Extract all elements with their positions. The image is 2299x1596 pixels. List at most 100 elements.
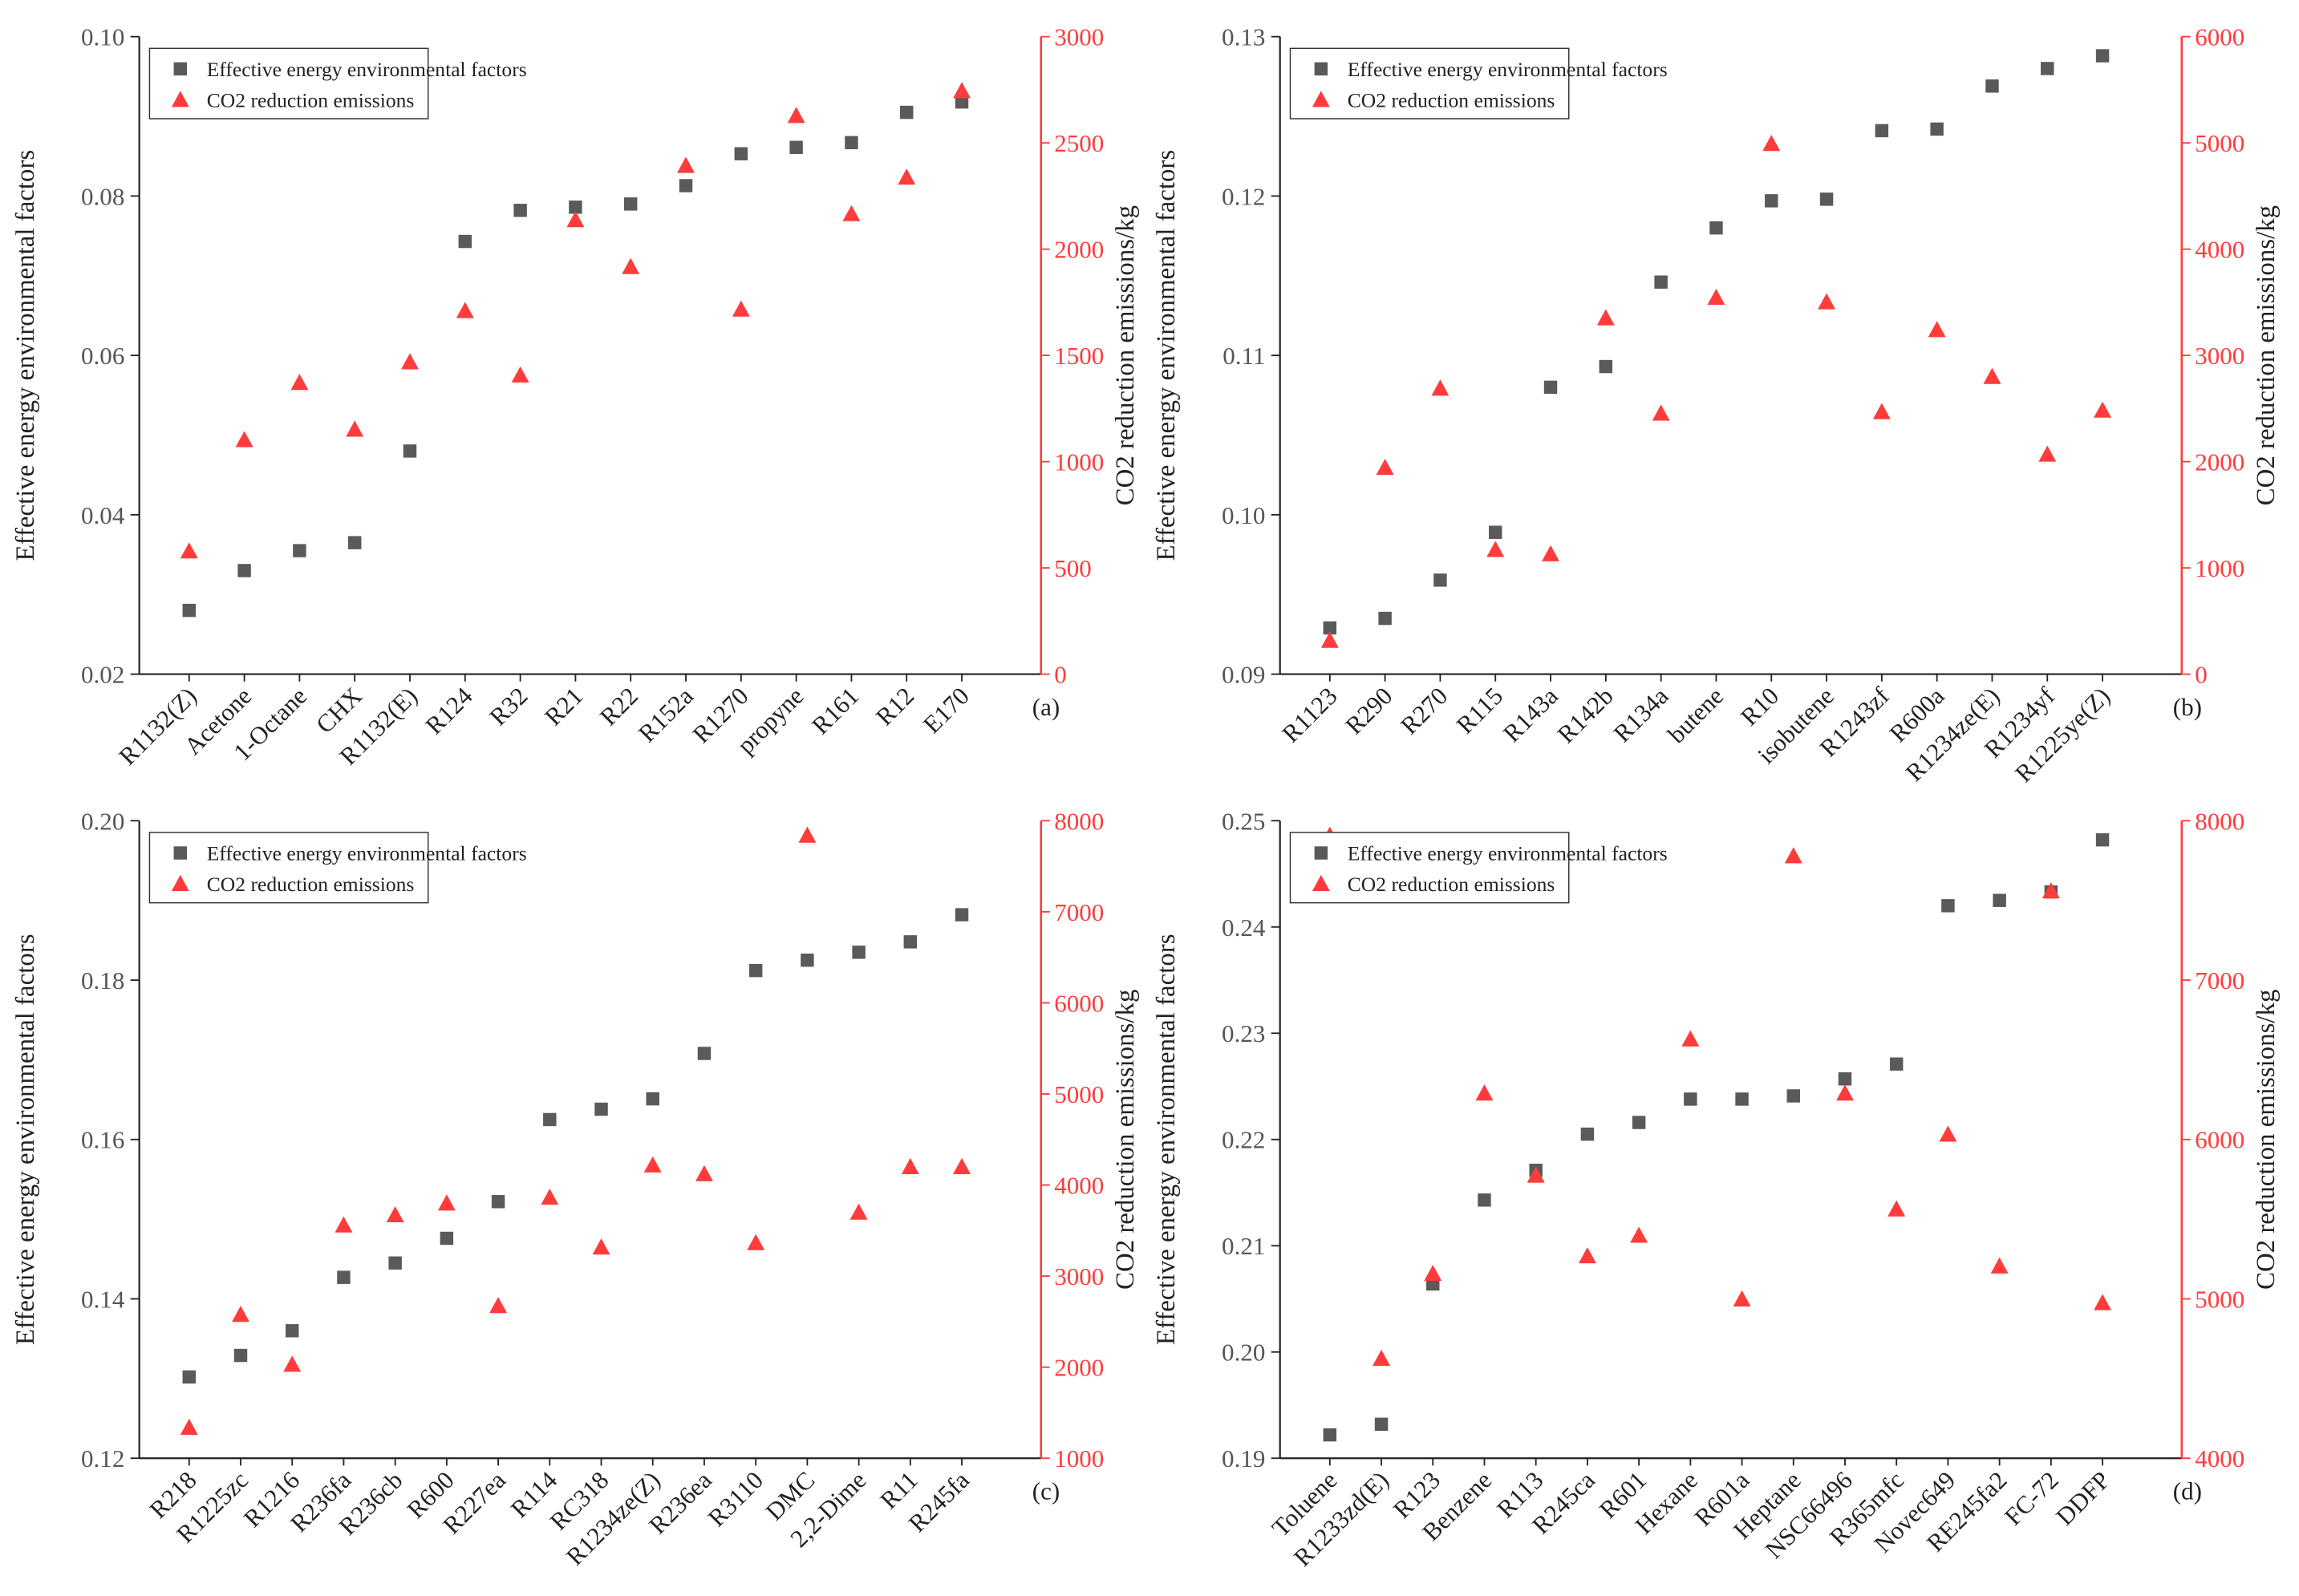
y2-tick-label: 8000 <box>1054 807 1104 835</box>
legend-label: CO2 reduction emissions <box>1348 88 1555 111</box>
y2-tick-label: 3000 <box>1054 1262 1104 1290</box>
y2-tick-label: 2000 <box>1054 236 1104 264</box>
x-tick-label: FC-72 <box>1999 1466 2064 1531</box>
y2-tick-label: 6000 <box>1054 989 1104 1017</box>
triangle-marker <box>456 302 474 318</box>
square-marker <box>1323 621 1337 635</box>
square-marker <box>1889 1057 1904 1071</box>
square-marker <box>1314 846 1328 860</box>
y2-tick-label: 1000 <box>1054 448 1104 476</box>
y2-tick-label: 1000 <box>2195 554 2244 582</box>
y2-tick-label: 5000 <box>2195 1285 2244 1313</box>
triangle-marker <box>1596 309 1615 326</box>
triangle-marker <box>1527 1166 1545 1183</box>
triangle-marker <box>401 353 419 370</box>
square-marker <box>1632 1116 1646 1129</box>
triangle-marker <box>2042 881 2060 899</box>
square-marker <box>955 908 969 922</box>
y-tick-label: 0.04 <box>81 501 125 529</box>
y2-tick-label: 4000 <box>2195 1444 2244 1472</box>
square-marker <box>594 1102 608 1116</box>
square-marker <box>1684 1092 1697 1106</box>
x-tick-label: R32 <box>484 682 533 731</box>
square-marker <box>347 536 362 549</box>
square-marker <box>1323 1428 1337 1442</box>
legend-label: CO2 reduction emissions <box>207 88 415 111</box>
square-marker <box>1875 124 1889 138</box>
square-marker <box>182 603 197 618</box>
triangle-marker <box>180 1418 198 1435</box>
triangle-marker <box>1939 1125 1957 1142</box>
triangle-marker <box>1431 379 1450 396</box>
square-marker <box>513 204 527 217</box>
square-marker <box>388 1256 402 1270</box>
triangle-marker <box>1836 1084 1854 1101</box>
triangle-marker <box>842 205 861 221</box>
triangle-marker <box>787 107 805 124</box>
y2-tick-label: 500 <box>1054 554 1092 582</box>
square-marker <box>491 1195 505 1209</box>
square-marker <box>2095 49 2110 63</box>
legend-label: CO2 reduction emissions <box>1348 873 1555 896</box>
y2-tick-label: 6000 <box>2195 23 2244 51</box>
square-marker <box>789 140 803 155</box>
panel-label: (b) <box>2173 693 2202 721</box>
triangle-marker <box>592 1238 610 1255</box>
y-axis-title: Effective energy environmental factors <box>1152 150 1181 561</box>
y-tick-label: 0.20 <box>81 807 124 835</box>
y2-tick-label: 5000 <box>1054 1080 1104 1108</box>
triangle-marker <box>232 1306 249 1323</box>
square-marker <box>1543 380 1558 395</box>
square-marker <box>1993 893 2006 907</box>
triangle-marker <box>732 300 750 317</box>
triangle-marker <box>346 420 364 437</box>
square-marker <box>569 201 582 214</box>
square-marker <box>1654 275 1668 289</box>
y-tick-label: 0.20 <box>1222 1339 1265 1367</box>
square-marker <box>1838 1072 1852 1086</box>
square-marker <box>2041 62 2054 75</box>
y-tick-label: 0.14 <box>81 1285 125 1313</box>
square-marker <box>623 197 638 211</box>
y-tick-label: 0.08 <box>81 182 124 210</box>
triangle-marker <box>1784 847 1802 864</box>
triangle-marker <box>1983 367 2001 384</box>
triangle-marker <box>2038 445 2057 462</box>
y2-tick-label: 2500 <box>1054 129 1104 157</box>
triangle-marker <box>1630 1226 1648 1243</box>
x-tick-label: R142b <box>1551 682 1618 748</box>
triangle-marker <box>2094 401 2112 418</box>
triangle-marker <box>1928 321 1946 338</box>
triangle-marker <box>171 91 189 107</box>
triangle-marker <box>747 1233 765 1250</box>
legend-box <box>148 47 429 119</box>
triangle-marker <box>1373 1349 1391 1366</box>
y2-tick-label: 4000 <box>1054 1172 1104 1200</box>
triangle-marker <box>1424 1264 1442 1282</box>
triangle-marker <box>1887 1200 1906 1217</box>
square-marker <box>458 234 472 249</box>
y2-tick-label: 5000 <box>2195 129 2244 157</box>
triangle-marker <box>953 82 971 99</box>
triangle-marker <box>1872 403 1891 419</box>
square-marker <box>679 179 693 192</box>
square-marker <box>1374 1417 1389 1432</box>
triangle-marker <box>622 257 640 274</box>
y-tick-label: 0.13 <box>1222 23 1265 51</box>
triangle-marker <box>1578 1247 1596 1264</box>
square-marker <box>237 564 251 577</box>
x-tick-label: R1123 <box>1276 682 1342 747</box>
x-tick-label: R152a <box>633 682 699 747</box>
square-marker <box>734 147 748 160</box>
triangle-marker <box>290 374 309 391</box>
legend-label: Effective energy environmental factors <box>1348 58 1668 81</box>
x-tick-label: R134a <box>1608 682 1673 747</box>
square-marker <box>1941 899 1955 913</box>
square-marker <box>173 846 188 860</box>
square-marker <box>900 105 914 119</box>
square-marker <box>293 544 306 557</box>
triangle-marker <box>1475 1084 1494 1101</box>
triangle-marker <box>566 211 585 228</box>
y-axis-title: Effective energy environmental factors <box>1152 934 1181 1345</box>
